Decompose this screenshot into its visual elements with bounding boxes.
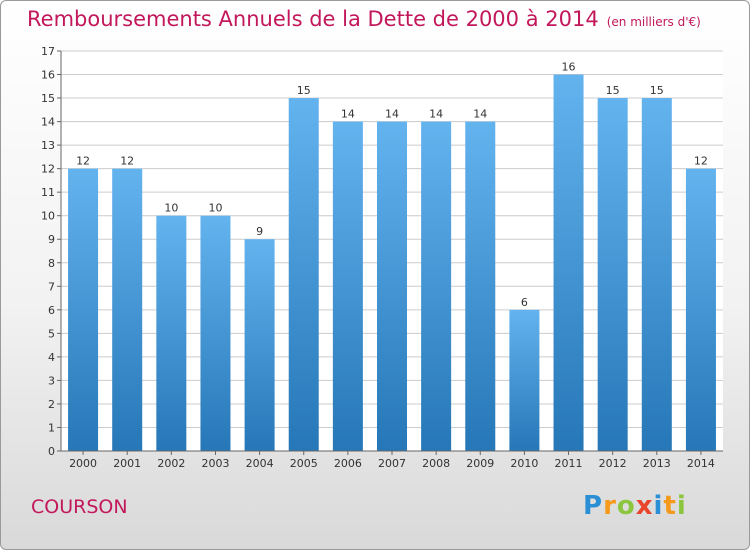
bar-2001: [112, 168, 143, 451]
x-tick-label-2004: 2004: [246, 457, 274, 470]
value-label-2004: 9: [256, 225, 263, 238]
logo-letter: t: [663, 491, 677, 521]
value-label-2003: 10: [208, 202, 222, 215]
value-label-2006: 14: [341, 108, 355, 121]
y-tick-label: 3: [48, 374, 55, 387]
y-tick-label: 9: [48, 233, 55, 246]
logo-letter: o: [616, 491, 636, 521]
bar-2000: [68, 168, 99, 451]
bar-2005: [288, 98, 319, 451]
logo-letter: i: [653, 491, 664, 521]
value-label-2002: 10: [164, 202, 178, 215]
labels: 0123456789101112131415161712200012200110…: [41, 45, 715, 470]
bar-2014: [685, 168, 716, 451]
bar-2010: [509, 309, 540, 451]
value-label-2009: 14: [473, 108, 487, 121]
value-label-2010: 6: [521, 296, 528, 309]
chart-subtitle: (en milliers d'€): [606, 15, 701, 29]
bars: [68, 74, 716, 452]
x-tick-label-2013: 2013: [643, 457, 671, 470]
bar-2012: [597, 98, 628, 451]
bar-2008: [421, 121, 452, 452]
y-tick-label: 13: [41, 139, 55, 152]
x-tick-label-2006: 2006: [334, 457, 362, 470]
y-tick-label: 1: [48, 421, 55, 434]
chart-title-text: Remboursements Annuels de la Dette de 20…: [27, 7, 599, 31]
y-tick-label: 12: [41, 163, 55, 176]
x-tick-label-2005: 2005: [290, 457, 318, 470]
x-tick-label-2010: 2010: [510, 457, 538, 470]
x-tick-label-2009: 2009: [466, 457, 494, 470]
y-tick-label: 0: [48, 445, 55, 458]
axes: [57, 50, 723, 455]
x-tick-label-2011: 2011: [555, 457, 583, 470]
logo-letter: P: [583, 491, 604, 521]
chart-title: Remboursements Annuels de la Dette de 20…: [27, 7, 701, 31]
x-tick-label-2001: 2001: [113, 457, 141, 470]
y-tick-label: 8: [48, 257, 55, 270]
value-label-2014: 12: [694, 155, 708, 168]
y-tick-label: 2: [48, 398, 55, 411]
y-tick-label: 6: [48, 304, 55, 317]
y-tick-label: 5: [48, 327, 55, 340]
value-label-2005: 15: [297, 84, 311, 97]
bar-2009: [465, 121, 496, 452]
bar-2011: [553, 74, 584, 451]
bar-2013: [641, 98, 672, 451]
x-tick-label-2007: 2007: [378, 457, 406, 470]
commune-name: COURSON: [31, 496, 128, 518]
y-tick-label: 14: [41, 116, 55, 129]
logo-letter: r: [603, 491, 617, 521]
x-tick-label-2012: 2012: [599, 457, 627, 470]
bar-2003: [200, 215, 231, 451]
x-tick-label-2000: 2000: [69, 457, 97, 470]
y-tick-label: 17: [41, 45, 55, 58]
value-label-2008: 14: [429, 108, 443, 121]
y-tick-label: 16: [41, 69, 55, 82]
y-tick-label: 10: [41, 210, 55, 223]
x-tick-label-2003: 2003: [201, 457, 229, 470]
x-tick-label-2008: 2008: [422, 457, 450, 470]
y-tick-label: 4: [48, 351, 55, 364]
bar-2002: [156, 215, 187, 451]
value-label-2012: 15: [606, 84, 620, 97]
x-tick-label-2014: 2014: [687, 457, 715, 470]
value-label-2011: 16: [562, 61, 576, 74]
bar-2007: [376, 121, 408, 452]
x-tick-label-2002: 2002: [157, 457, 185, 470]
bar-2004: [244, 239, 275, 451]
logo-letter: i: [676, 491, 687, 521]
value-label-2000: 12: [76, 155, 90, 168]
value-label-2007: 14: [385, 108, 399, 121]
bar-2006: [332, 121, 363, 452]
proxiti-logo: Proxiti: [583, 491, 687, 521]
value-label-2001: 12: [120, 155, 134, 168]
y-tick-label: 15: [41, 92, 55, 105]
value-label-2013: 15: [650, 84, 664, 97]
logo-letter: x: [635, 491, 654, 521]
y-tick-label: 11: [41, 186, 55, 199]
y-tick-label: 7: [48, 280, 55, 293]
